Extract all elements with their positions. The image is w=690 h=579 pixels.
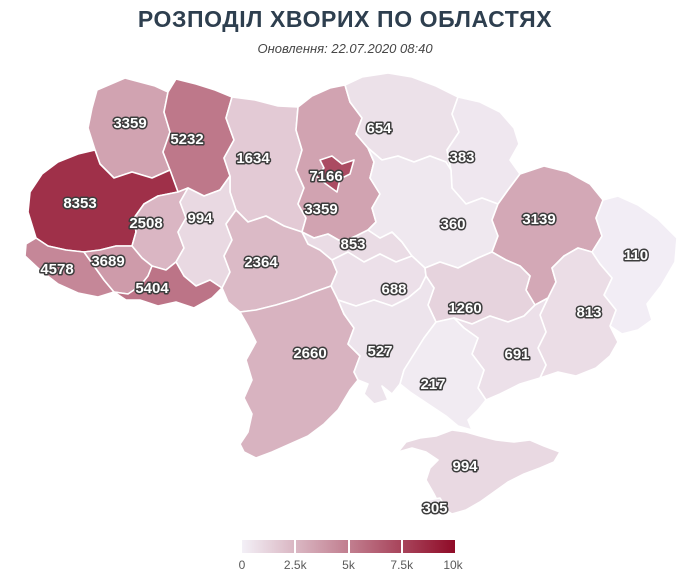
legend-tick-10k: 10k <box>443 558 463 572</box>
region-kyiv-city[interactable] <box>315 155 355 193</box>
legend-segment-2 <box>295 540 348 553</box>
region-odesa[interactable] <box>239 285 361 459</box>
legend-tick-0: 0 <box>238 558 246 572</box>
update-timestamp: Оновлення: 22.07.2020 08:40 <box>257 41 433 56</box>
legend-segment-1 <box>242 540 294 553</box>
legend-gradient-bar <box>242 540 455 553</box>
region-sevastopol[interactable] <box>427 497 447 517</box>
legend-segment-3 <box>349 540 402 553</box>
region-crimea[interactable] <box>397 429 561 515</box>
page-title: РОЗПОДІЛ ХВОРИХ ПО ОБЛАСТЯХ <box>137 6 553 32</box>
legend-tick-2.5k: 2.5k <box>283 558 307 572</box>
legend: 0 2.5k 5k 7.5k 10k <box>238 540 463 573</box>
region-donetsk[interactable] <box>537 247 619 379</box>
legend-tick-7.5k: 7.5k <box>390 558 414 572</box>
legend-tick-5k: 5k <box>342 558 355 572</box>
legend-segment-4 <box>403 540 455 553</box>
region-kherson[interactable] <box>399 317 487 431</box>
legend-tick-labels: 0 2.5k 5k 7.5k 10k <box>238 558 463 573</box>
region-chernivtsi[interactable] <box>113 261 223 309</box>
